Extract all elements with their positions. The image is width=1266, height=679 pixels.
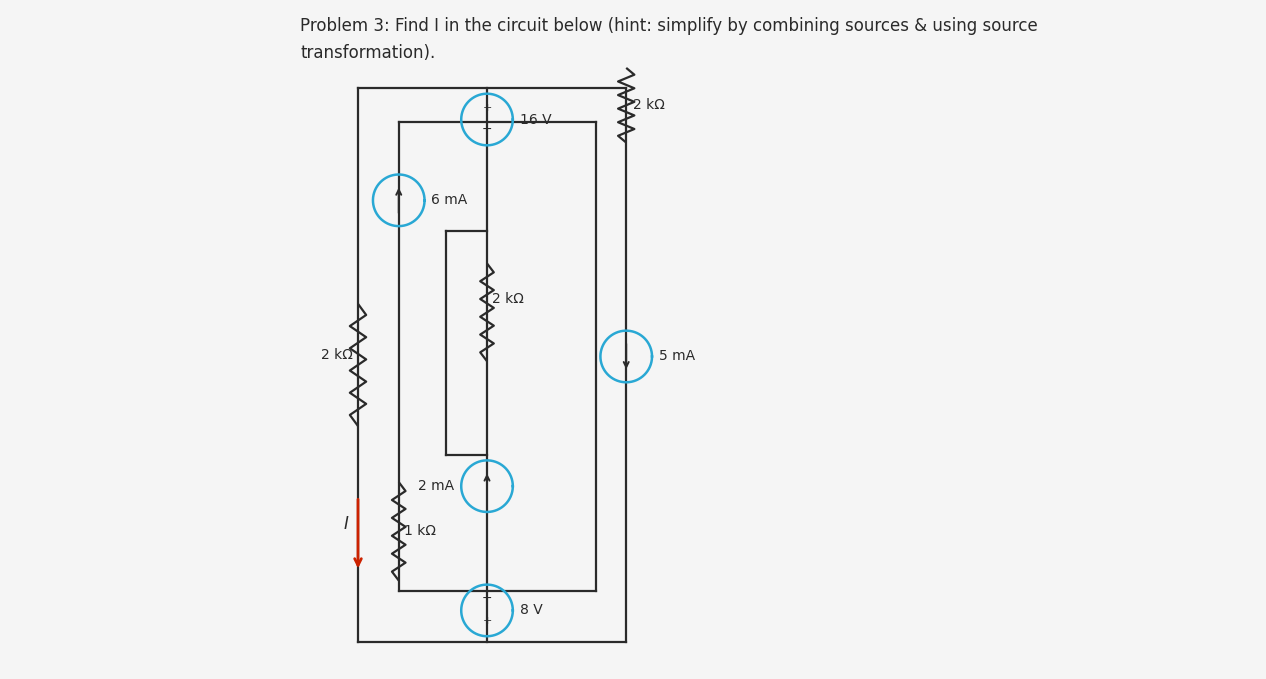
Text: 2 kΩ: 2 kΩ <box>322 348 353 362</box>
Text: 2 kΩ: 2 kΩ <box>492 292 524 306</box>
Text: 6 mA: 6 mA <box>432 194 467 207</box>
Text: 5 mA: 5 mA <box>658 350 695 363</box>
Text: 2 kΩ: 2 kΩ <box>633 98 665 112</box>
Text: 8 V: 8 V <box>519 604 542 617</box>
Text: transformation).: transformation). <box>300 44 436 62</box>
Text: −: − <box>482 592 492 605</box>
Text: Problem 3: Find I in the circuit below (hint: simplify by combining sources & us: Problem 3: Find I in the circuit below (… <box>300 17 1038 35</box>
Text: 16 V: 16 V <box>519 113 551 126</box>
Text: $I$: $I$ <box>343 515 349 533</box>
Text: −: − <box>482 124 492 136</box>
Text: 2 mA: 2 mA <box>418 479 454 493</box>
Text: +: + <box>482 616 491 626</box>
Text: 1 kΩ: 1 kΩ <box>404 524 437 538</box>
Text: +: + <box>482 103 491 113</box>
